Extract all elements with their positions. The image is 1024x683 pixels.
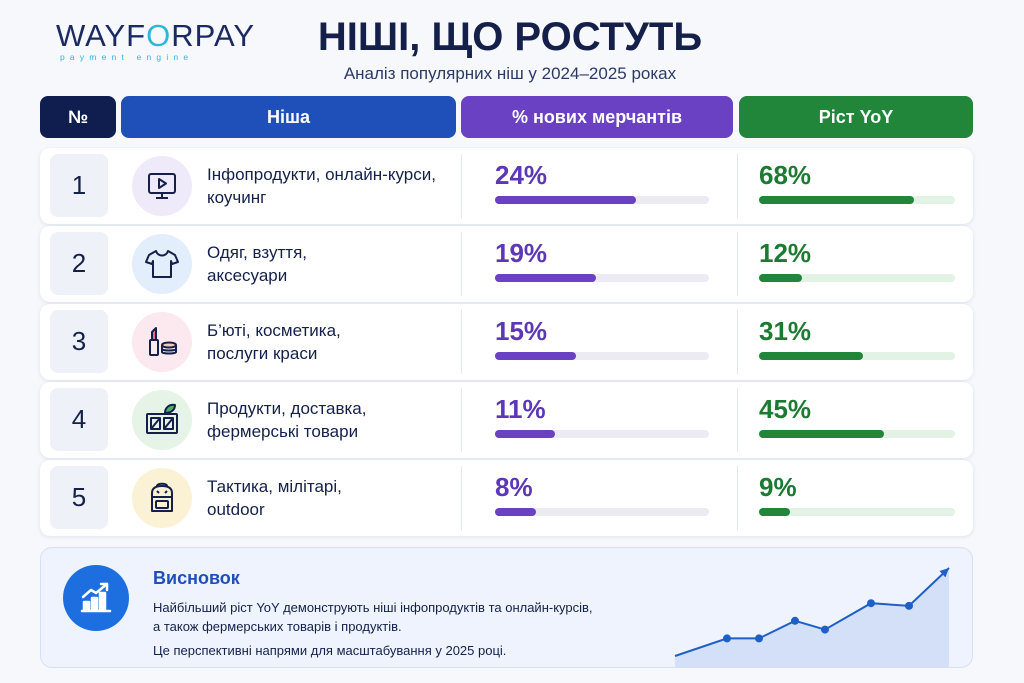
yoy-value: 45% — [759, 394, 812, 424]
conclusion-text: Найбільший ріст YoY демонструють ніші ін… — [153, 600, 593, 658]
trend-area — [675, 568, 949, 667]
row-number: 1 — [50, 154, 108, 217]
merchants-bar-fill — [495, 352, 577, 360]
merchants-bar-fill — [495, 196, 637, 204]
merchants-bar-fill — [495, 430, 555, 438]
page-title: НІШІ, ЩО РОСТУТЬ — [317, 15, 703, 59]
grocery-box-icon — [132, 390, 192, 450]
yoy-value: 9% — [759, 472, 797, 502]
tshirt-icon — [132, 234, 192, 294]
column-header-niche: Ніша — [121, 96, 456, 138]
niche-name: Продукти, доставка, фермерські товари — [207, 399, 367, 441]
yoy-bar-track — [759, 508, 955, 516]
row-number: 3 — [50, 310, 108, 373]
yoy-bar-track — [759, 430, 955, 438]
logo-wordmark: WAYFORPAY — [56, 18, 256, 53]
trend-point — [821, 625, 829, 634]
table-row: 5 Тактика, мілітарі, outdoor 8% 9% — [40, 460, 973, 536]
trend-point — [867, 599, 875, 608]
video-course-icon — [132, 156, 192, 216]
yoy-bar-fill — [759, 196, 914, 204]
merchants-bar-fill — [495, 274, 596, 282]
yoy-bar-fill — [759, 430, 885, 438]
niche-name: Б’юті, косметика, послуги краси — [207, 321, 341, 363]
cosmetics-icon — [132, 312, 192, 372]
table-row: 3 Б’юті, косметика, послуги краси 15% 31% — [40, 304, 973, 380]
yoy-bar-fill — [759, 274, 803, 282]
merchants-value: 11% — [495, 394, 546, 424]
conclusion-panel: Висновок Найбільший ріст YoY демонструют… — [40, 547, 973, 668]
wayforpay-logo: WAYFORPAY payment engine — [56, 18, 256, 62]
merchants-bar-track — [495, 430, 709, 438]
merchants-bar-track — [495, 508, 709, 516]
trend-point — [905, 601, 913, 610]
niche-name: Тактика, мілітарі, outdoor — [207, 477, 342, 519]
divider — [461, 154, 462, 218]
divider — [461, 388, 462, 452]
table-row: 4 Продукти, доставка, фермерські товари 1… — [40, 382, 973, 458]
divider — [737, 466, 738, 530]
divider — [737, 232, 738, 296]
merchants-value: 8% — [495, 472, 533, 502]
conclusion-title: Висновок — [153, 568, 240, 588]
row-number: 5 — [50, 466, 108, 529]
merchants-value: 15% — [495, 316, 548, 346]
divider — [737, 310, 738, 374]
row-number: 4 — [50, 388, 108, 451]
divider — [737, 388, 738, 452]
page-subtitle: Аналіз популярних ніш у 2024–2025 роках — [343, 64, 677, 83]
yoy-value: 68% — [759, 160, 812, 190]
trend-point — [723, 634, 731, 643]
column-header-yoy: Ріст YoY — [739, 96, 973, 138]
column-header-num: № — [40, 96, 116, 138]
yoy-bar-track — [759, 196, 955, 204]
growth-chart-icon — [63, 565, 129, 631]
column-header-merchants: % нових мерчантів — [461, 96, 733, 138]
divider — [461, 466, 462, 530]
divider — [461, 310, 462, 374]
merchants-bar-fill — [495, 508, 536, 516]
trend-point — [791, 616, 799, 625]
niches-table: 1 Інфопродукти, онлайн-курси, коучинг 24%… — [40, 148, 973, 538]
niche-name: Інфопродукти, онлайн-курси, коучинг — [207, 165, 436, 207]
page-header: НІШІ, ЩО РОСТУТЬ Аналіз популярних ніш у… — [250, 14, 770, 84]
yoy-bar-track — [759, 352, 955, 360]
yoy-bar-fill — [759, 352, 863, 360]
table-row: 1 Інфопродукти, онлайн-курси, коучинг 24%… — [40, 148, 973, 224]
yoy-bar-fill — [759, 508, 791, 516]
trend-line — [674, 567, 950, 657]
merchants-bar-track — [495, 196, 709, 204]
row-number: 2 — [50, 232, 108, 295]
divider — [737, 154, 738, 218]
merchants-bar-track — [495, 274, 709, 282]
yoy-value: 12% — [759, 238, 812, 268]
merchants-value: 19% — [495, 238, 548, 268]
divider — [461, 232, 462, 296]
trend-arrowhead — [939, 568, 949, 578]
trend-point — [755, 634, 763, 643]
backpack-icon — [132, 468, 192, 528]
trend-line-illustration — [674, 567, 950, 667]
yoy-value: 31% — [759, 316, 812, 346]
yoy-bar-track — [759, 274, 955, 282]
niche-name: Одяг, взуття, аксесуари — [207, 243, 307, 285]
merchants-value: 24% — [495, 160, 548, 190]
merchants-bar-track — [495, 352, 709, 360]
logo-tagline: payment engine — [60, 52, 194, 62]
table-row: 2 Одяг, взуття, аксесуари 19% 12% — [40, 226, 973, 302]
